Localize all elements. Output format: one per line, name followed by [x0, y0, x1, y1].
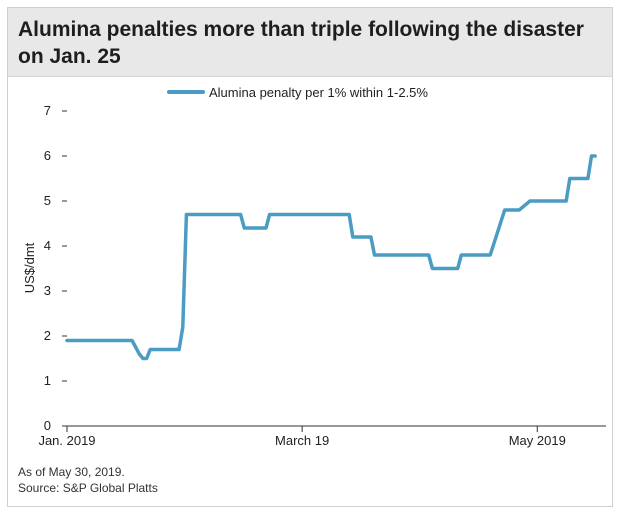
- title-bar: Alumina penalties more than triple follo…: [8, 8, 612, 77]
- y-tick-label: 1: [44, 373, 51, 388]
- y-tick-label: 2: [44, 328, 51, 343]
- legend-label: Alumina penalty per 1% within 1-2.5%: [209, 85, 428, 100]
- y-tick-label: 7: [44, 103, 51, 118]
- y-axis: 0 1 2 3 4 5 6 7: [44, 103, 67, 433]
- series-line: [65, 154, 597, 361]
- x-tick-label: May 2019: [509, 433, 566, 448]
- as-of-note: As of May 30, 2019.: [18, 465, 125, 479]
- x-tick-label: March 19: [275, 433, 329, 448]
- x-axis: Jan. 2019 March 19 May 2019: [38, 425, 606, 448]
- chart-frame: Alumina penalties more than triple follo…: [7, 7, 613, 507]
- y-tick-label: 3: [44, 283, 51, 298]
- y-axis-label: US$/dmt: [22, 242, 37, 293]
- plot-area: [65, 154, 597, 361]
- x-tick-label: Jan. 2019: [38, 433, 95, 448]
- y-tick-label: 6: [44, 148, 51, 163]
- legend: Alumina penalty per 1% within 1-2.5%: [167, 85, 428, 100]
- y-tick-label: 0: [44, 418, 51, 433]
- y-tick-label: 5: [44, 193, 51, 208]
- chart-footer: As of May 30, 2019. Source: S&P Global P…: [18, 464, 158, 496]
- source-note: Source: S&P Global Platts: [18, 481, 158, 495]
- chart-title: Alumina penalties more than triple follo…: [18, 18, 584, 68]
- y-tick-label: 4: [44, 238, 51, 253]
